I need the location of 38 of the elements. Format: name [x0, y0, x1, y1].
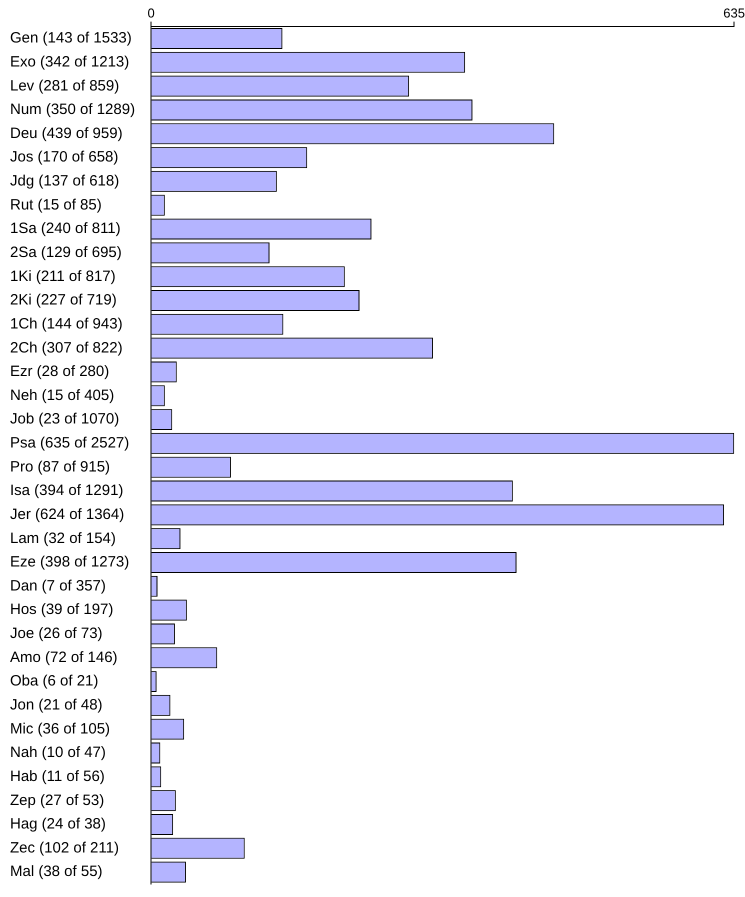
x-tick-label: 635	[723, 5, 745, 20]
y-tick-label: Num (350 of 1289)	[10, 101, 136, 118]
y-tick-label: 2Ch (307 of 822)	[10, 339, 123, 356]
y-tick-label: Hos (39 of 197)	[10, 601, 114, 618]
y-tick-label: Hab (11 of 56)	[10, 768, 105, 785]
y-tick-label: Lev (281 of 859)	[10, 77, 120, 94]
y-tick-label: Eze (398 of 1273)	[10, 554, 130, 571]
y-tick-label: 2Ki (227 of 719)	[10, 292, 117, 309]
y-tick-label: Mic (36 of 105)	[10, 720, 110, 738]
y-tick-label: Amo (72 of 146)	[10, 648, 118, 666]
y-tick-label: Deu (439 of 959)	[10, 124, 123, 142]
y-tick-label: Dan (7 of 357)	[10, 577, 106, 594]
y-tick-label: 1Sa (240 of 811)	[10, 220, 121, 238]
x-tick-label: 0	[147, 5, 155, 20]
y-tick-label: 1Ch (144 of 943)	[10, 315, 123, 332]
y-tick-label: Pro (87 of 915)	[10, 458, 110, 476]
y-tick-label: Hag (24 of 38)	[10, 816, 106, 833]
y-tick-label: Jon (21 of 48)	[10, 696, 103, 714]
y-tick-label: Rut (15 of 85)	[10, 196, 102, 214]
y-tick-label: Job (23 of 1070)	[10, 410, 120, 428]
y-tick-label: Isa (394 of 1291)	[10, 482, 124, 500]
y-tick-label: Neh (15 of 405)	[10, 386, 114, 404]
y-tick-label: Nah (10 of 47)	[10, 744, 106, 762]
y-tick-label: Lam (32 of 154)	[10, 530, 116, 547]
y-tick-label: Zec (102 of 211)	[10, 839, 119, 856]
y-tick-label: Mal (38 of 55)	[10, 863, 103, 880]
y-tick-label: Psa (635 of 2527)	[10, 434, 130, 452]
y-tick-label: Gen (143 of 1533)	[10, 30, 132, 47]
y-tick-label: Jos (170 of 658)	[10, 148, 118, 166]
y-tick-label: 1Ki (211 of 817)	[10, 268, 116, 285]
y-tick-label: 2Sa (129 of 695)	[10, 244, 122, 261]
y-tick-label: Exo (342 of 1213)	[10, 53, 130, 70]
y-tick-label: Zep (27 of 53)	[10, 792, 104, 809]
y-tick-label: Oba (6 of 21)	[10, 672, 98, 690]
y-tick-label: Joe (26 of 73)	[10, 625, 103, 642]
y-tick-label: Ezr (28 of 280)	[10, 363, 110, 380]
y-tick-label: Jdg (137 of 618)	[10, 172, 120, 190]
y-tick-label: Jer (624 of 1364)	[10, 506, 124, 523]
